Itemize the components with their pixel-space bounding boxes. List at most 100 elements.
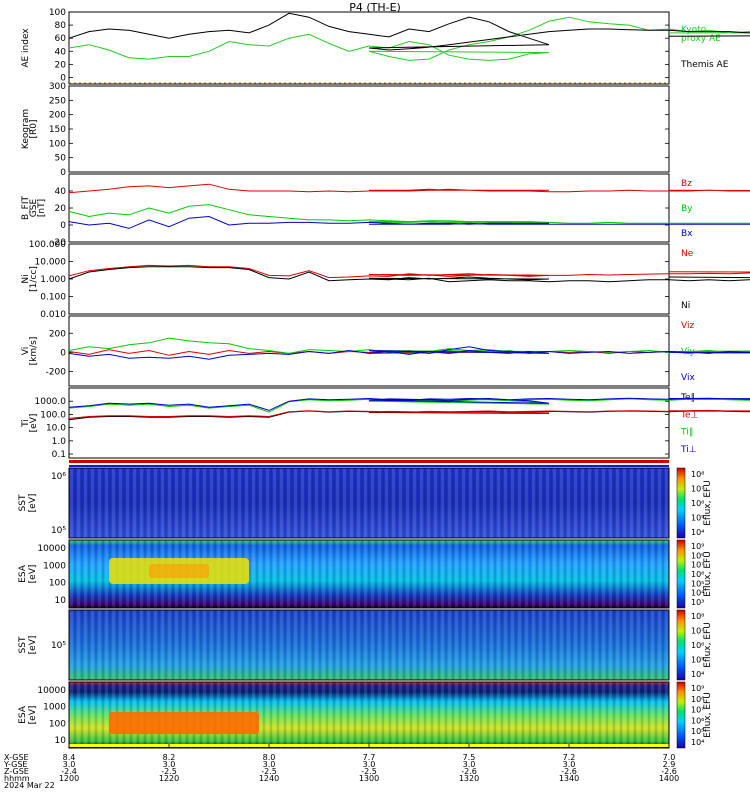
velocity-ylabel-1: Vi bbox=[21, 347, 31, 355]
x-tick-label: 1220 bbox=[159, 774, 179, 783]
esa-elec-ylabel-units: [eV] bbox=[28, 706, 38, 725]
keogram-ytick-label: 200 bbox=[49, 111, 66, 121]
temperature-ylabel-2: [eV] bbox=[29, 414, 39, 433]
density-ytick-label: 0.010 bbox=[40, 310, 66, 320]
x-tick-label: 3.0 bbox=[363, 760, 376, 769]
sst-elec-frame bbox=[68, 609, 670, 681]
velocity-legend-2: Vix bbox=[681, 373, 695, 383]
x-tick-label: 3.0 bbox=[63, 760, 76, 769]
sst-elec-colorbar bbox=[676, 609, 686, 681]
sst-elec-colorbar-label: Eflux, EFU bbox=[703, 622, 713, 668]
density-ytick-label: 0.100 bbox=[40, 293, 66, 303]
temperature-legend-3: Ti⊥ bbox=[680, 445, 697, 455]
esa-ion-colorbar-label: Eflux, EFU bbox=[703, 551, 713, 597]
esa-ion-colorbar-tick: 10⁷ bbox=[691, 561, 704, 570]
esa-elec-colorbar-label: Eflux, EFU bbox=[703, 692, 713, 738]
bfield-ytick-label: 0 bbox=[60, 221, 66, 231]
sst-elec-spectrogram-texture bbox=[69, 610, 669, 680]
x-tick-label: 1400 bbox=[659, 774, 679, 783]
ae-legend-themis: Themis AE bbox=[680, 60, 729, 70]
sst-ion-ylabel: SST bbox=[18, 494, 28, 511]
x-tick-label: 7.7 bbox=[363, 753, 376, 762]
ae-legend-kyoto-2: proxy AE bbox=[681, 34, 721, 44]
temperature-ytick-label: 0.1 bbox=[52, 450, 66, 460]
x-axis-row-label-3: hhmm bbox=[4, 774, 30, 783]
esa-ion-ytick-label: 10000 bbox=[37, 544, 66, 554]
x-axis-row-label-4: 2024 Mar 22 bbox=[4, 781, 55, 790]
sst-elec-ylabel-units: [eV] bbox=[28, 636, 38, 655]
esa-ion-colorbar-tick: 10⁸ bbox=[691, 551, 704, 560]
keogram-ytick-label: 100 bbox=[49, 139, 66, 149]
x-tick-label: -2.6 bbox=[461, 767, 477, 776]
x-tick-label: 1320 bbox=[459, 774, 479, 783]
x-tick-label: -2.5 bbox=[161, 767, 177, 776]
esa-elec-colorbar-tick: 10⁷ bbox=[691, 706, 704, 715]
sst-elec-ylabel: SST bbox=[18, 636, 28, 653]
velocity-legend-0: Viz bbox=[681, 321, 694, 331]
bfield-legend-1: By bbox=[681, 204, 693, 214]
x-tick-label: 1300 bbox=[359, 774, 379, 783]
sst-ion-colorbar-tick: 10⁶ bbox=[691, 499, 704, 508]
velocity-ytick-label: 0 bbox=[60, 348, 66, 358]
velocity-ytick-label: 200 bbox=[49, 329, 66, 339]
x-tick-label: 1200 bbox=[59, 774, 79, 783]
esa-elec-ylabel: ESA bbox=[18, 705, 28, 724]
x-tick-label: 3.0 bbox=[463, 760, 476, 769]
ae-ytick-label: 80 bbox=[55, 21, 67, 31]
keogram-ylabel-2: [R0] bbox=[29, 119, 39, 138]
sst-ion-spectrogram-texture bbox=[69, 468, 669, 538]
x-tick-label: 7.5 bbox=[463, 753, 476, 762]
esa-ion-ylabel: ESA bbox=[18, 564, 28, 583]
esa-ion-colorbar-tick: 10⁶ bbox=[691, 570, 704, 579]
esa-elec-ytick-label: 10000 bbox=[37, 686, 66, 696]
esa-ion-colorbar-tick: 10³ bbox=[691, 598, 704, 607]
esa-ion-ylabel-units: [eV] bbox=[28, 565, 38, 584]
velocity-series-2 bbox=[68, 346, 750, 360]
sst-ion-frame bbox=[68, 467, 670, 539]
esa-ion-peak-band bbox=[149, 564, 209, 578]
esa-elec-colorbar-tick: 10⁸ bbox=[691, 695, 704, 704]
x-tick-label: 8.4 bbox=[63, 753, 76, 762]
x-tick-label: 2.9 bbox=[663, 760, 676, 769]
bfield-ylabel-1: B_FIT bbox=[21, 196, 31, 221]
temperature-ytick-label: 100.0 bbox=[40, 410, 66, 420]
x-axis-row-label-1: Y-GSE bbox=[3, 760, 27, 769]
esa-ion-ytick-label: 100 bbox=[49, 579, 66, 589]
sst-ion-colorbar-tick: 10⁸ bbox=[691, 470, 704, 479]
keogram-ytick-label: 250 bbox=[49, 96, 66, 106]
sst-ion-ytick-label: 10⁵ bbox=[51, 526, 66, 536]
bfield-ytick-label: -20 bbox=[51, 238, 66, 248]
sst-ion-ytick-label: 10⁶ bbox=[51, 472, 66, 482]
velocity-ytick-label: -200 bbox=[46, 368, 67, 378]
x-tick-label: 7.0 bbox=[663, 753, 676, 762]
esa-ion-frame bbox=[68, 539, 670, 609]
x-tick-label: 3.0 bbox=[263, 760, 276, 769]
ae-ytick-label: 0 bbox=[60, 73, 66, 83]
x-tick-label: -2.4 bbox=[61, 767, 77, 776]
bfield-legend-2: Bx bbox=[681, 229, 693, 239]
x-tick-label: -2.6 bbox=[561, 767, 577, 776]
esa-ion-colorbar bbox=[676, 539, 686, 609]
x-tick-label: 8.2 bbox=[163, 753, 176, 762]
ae-series-1 bbox=[68, 12, 750, 51]
x-tick-label: 1240 bbox=[259, 774, 279, 783]
velocity-ylabel-2: [km/s] bbox=[29, 337, 39, 366]
ae-ytick-label: 60 bbox=[55, 34, 67, 44]
bfield-series-0 bbox=[68, 183, 750, 194]
density-legend-1: Ni bbox=[681, 301, 690, 311]
x-tick-label: 1340 bbox=[559, 774, 579, 783]
keogram-frame bbox=[68, 85, 670, 173]
temperature-series-3 bbox=[68, 397, 750, 411]
temperature-legend-2: Ti∥ bbox=[680, 428, 693, 438]
sst-ion-ylabel-units: [eV] bbox=[28, 494, 38, 513]
sst-elec-colorbar-tick: 10⁷ bbox=[691, 627, 704, 636]
temperature-legend-0: Te∥ bbox=[680, 393, 695, 403]
figure-title: P4 (TH-E) bbox=[349, 1, 401, 14]
esa-ion-colorbar-tick: 10⁹ bbox=[691, 542, 704, 551]
x-tick-label: 8.0 bbox=[263, 753, 276, 762]
esa-elec-colorbar-tick: 10⁹ bbox=[691, 684, 704, 693]
sst-ion-colorbar-label: Eflux, EFU bbox=[703, 480, 713, 526]
esa-ion-ytick-label: 1000 bbox=[43, 561, 66, 571]
